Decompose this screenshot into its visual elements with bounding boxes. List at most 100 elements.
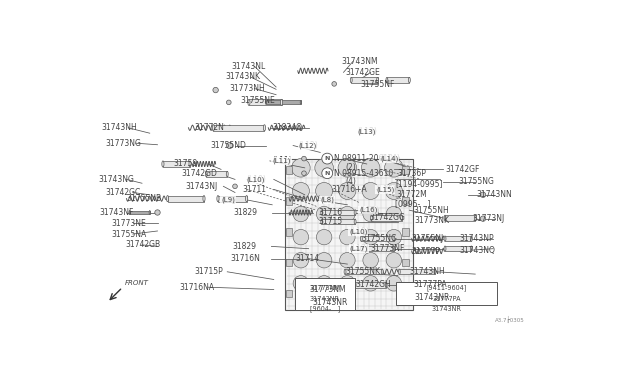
Bar bbox=[285, 158, 413, 310]
Ellipse shape bbox=[398, 282, 400, 288]
Circle shape bbox=[480, 216, 486, 221]
Ellipse shape bbox=[264, 125, 266, 131]
Text: 31772M: 31772M bbox=[396, 190, 427, 199]
Ellipse shape bbox=[470, 236, 472, 241]
Text: 31743NJ: 31743NJ bbox=[186, 182, 218, 191]
Ellipse shape bbox=[398, 269, 400, 275]
Ellipse shape bbox=[350, 77, 352, 83]
Text: 31755NB: 31755NB bbox=[127, 194, 162, 203]
Text: (L10): (L10) bbox=[246, 175, 266, 184]
Text: 31743NM: 31743NM bbox=[341, 57, 378, 66]
Ellipse shape bbox=[321, 210, 323, 215]
Text: 31716N: 31716N bbox=[230, 254, 260, 263]
Ellipse shape bbox=[360, 246, 362, 251]
Bar bbox=[286, 289, 292, 297]
Text: 31743NQ: 31743NQ bbox=[460, 247, 495, 256]
Text: 31743NP: 31743NP bbox=[460, 234, 494, 243]
Text: (L8): (L8) bbox=[320, 197, 334, 203]
Ellipse shape bbox=[386, 77, 388, 83]
Ellipse shape bbox=[280, 99, 283, 106]
Circle shape bbox=[293, 230, 308, 245]
Text: 31773NM: 31773NM bbox=[309, 285, 340, 291]
Text: (2): (2) bbox=[346, 163, 356, 172]
Circle shape bbox=[386, 276, 402, 291]
Text: A3.7┢0305: A3.7┢0305 bbox=[495, 316, 524, 323]
Bar bbox=[213, 125, 264, 131]
Bar bbox=[249, 99, 282, 106]
Bar bbox=[445, 246, 472, 251]
Ellipse shape bbox=[354, 210, 356, 215]
Text: 31755NG: 31755NG bbox=[458, 177, 494, 186]
Ellipse shape bbox=[354, 282, 356, 288]
Bar bbox=[403, 289, 408, 297]
Ellipse shape bbox=[217, 196, 219, 202]
Circle shape bbox=[301, 171, 307, 176]
Text: (L13): (L13) bbox=[358, 128, 376, 135]
Text: 31755NF: 31755NF bbox=[360, 80, 395, 89]
Text: (L10): (L10) bbox=[349, 228, 367, 235]
Bar bbox=[445, 215, 476, 221]
Text: (L9): (L9) bbox=[221, 196, 236, 205]
Text: 31743NL: 31743NL bbox=[232, 62, 266, 71]
Text: 31743NR: 31743NR bbox=[431, 306, 461, 312]
Text: 31755NA: 31755NA bbox=[111, 230, 147, 238]
Ellipse shape bbox=[344, 269, 346, 275]
Circle shape bbox=[363, 253, 378, 268]
Bar bbox=[296, 278, 355, 310]
Ellipse shape bbox=[381, 269, 383, 275]
Text: (L16): (L16) bbox=[359, 207, 378, 214]
Bar bbox=[218, 196, 246, 202]
Text: 31716: 31716 bbox=[319, 208, 343, 217]
Text: 31742GB: 31742GB bbox=[125, 240, 160, 249]
Ellipse shape bbox=[429, 282, 431, 288]
Text: 31829: 31829 bbox=[234, 208, 257, 217]
Text: N: N bbox=[324, 171, 330, 176]
Ellipse shape bbox=[246, 196, 248, 202]
Bar bbox=[286, 228, 292, 235]
Text: 31742GE: 31742GE bbox=[345, 68, 380, 77]
Bar bbox=[396, 282, 497, 305]
Bar bbox=[355, 282, 386, 288]
Ellipse shape bbox=[444, 215, 446, 221]
Text: 31743NR: 31743NR bbox=[310, 296, 340, 302]
Text: 31742GG: 31742GG bbox=[370, 214, 406, 222]
Bar bbox=[286, 166, 292, 174]
Text: (L11): (L11) bbox=[272, 158, 291, 164]
Ellipse shape bbox=[444, 236, 446, 241]
Circle shape bbox=[293, 276, 308, 291]
Text: 31829: 31829 bbox=[233, 242, 257, 251]
Ellipse shape bbox=[166, 196, 169, 202]
Text: (L14): (L14) bbox=[380, 154, 400, 163]
Text: [9411-9604]: [9411-9604] bbox=[426, 285, 467, 291]
Circle shape bbox=[316, 183, 333, 199]
Circle shape bbox=[155, 210, 160, 215]
Text: 31755NJ: 31755NJ bbox=[411, 234, 443, 243]
Text: 31736P: 31736P bbox=[397, 170, 427, 179]
Bar bbox=[168, 196, 204, 202]
Text: 31773NM: 31773NM bbox=[309, 285, 346, 294]
Ellipse shape bbox=[470, 246, 472, 251]
Text: 31742GH: 31742GH bbox=[355, 280, 391, 289]
Text: (L11): (L11) bbox=[272, 156, 292, 166]
Bar bbox=[445, 236, 472, 241]
Ellipse shape bbox=[360, 236, 362, 241]
Text: 31743NF: 31743NF bbox=[99, 208, 134, 217]
Circle shape bbox=[227, 142, 233, 148]
Circle shape bbox=[233, 184, 237, 189]
Circle shape bbox=[340, 276, 355, 291]
Circle shape bbox=[340, 253, 355, 268]
Text: 31773NE: 31773NE bbox=[111, 219, 146, 228]
Bar bbox=[206, 171, 227, 177]
Bar bbox=[266, 100, 301, 104]
Text: 31743NR: 31743NR bbox=[415, 293, 450, 302]
Text: (L10): (L10) bbox=[246, 176, 265, 183]
Bar bbox=[322, 210, 355, 215]
Ellipse shape bbox=[266, 100, 267, 104]
Text: 31777PA: 31777PA bbox=[432, 296, 461, 302]
Text: 31742GC: 31742GC bbox=[106, 188, 141, 197]
Text: N: N bbox=[324, 156, 330, 161]
Text: 31773NK: 31773NK bbox=[415, 216, 450, 225]
Text: N 08915-43610: N 08915-43610 bbox=[334, 169, 394, 178]
Ellipse shape bbox=[321, 219, 323, 224]
Circle shape bbox=[213, 87, 218, 93]
